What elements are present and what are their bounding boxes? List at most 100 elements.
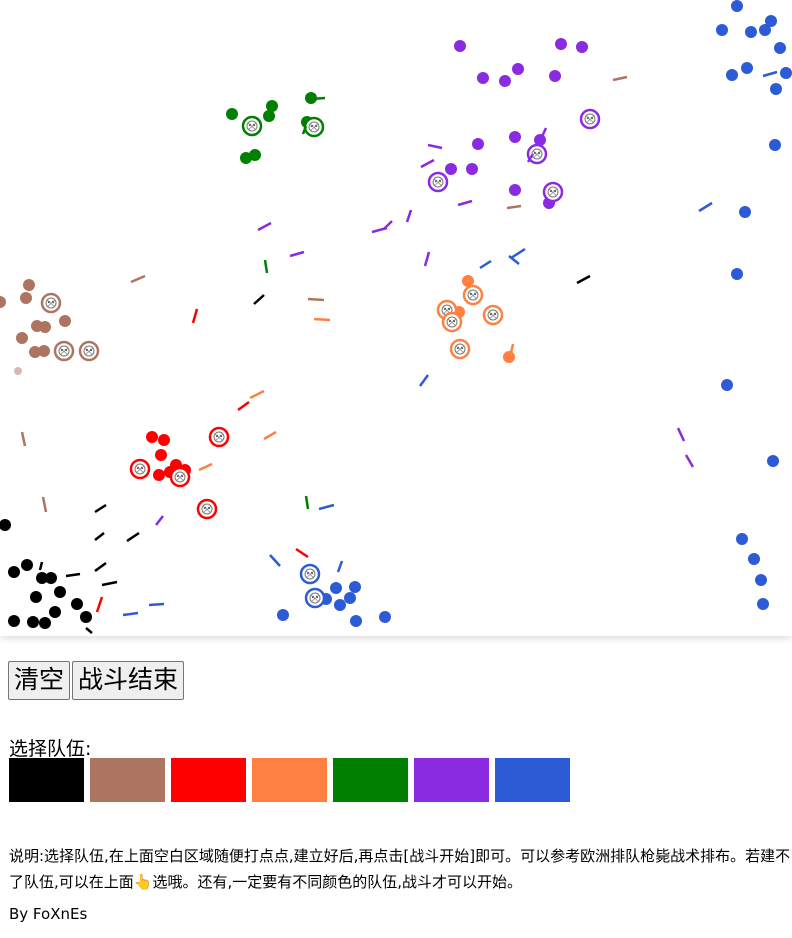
bullet-streak: [506, 204, 522, 210]
bullet-streak: [310, 96, 326, 101]
bullet-streak: [318, 503, 335, 511]
soldier-dot: [21, 559, 33, 571]
bullet-streak: [41, 496, 48, 513]
bullet-streak: [418, 374, 430, 387]
bullet-streak: [612, 75, 628, 82]
skull-icon: [40, 292, 62, 314]
soldier-dot: [49, 606, 61, 618]
soldier-dot: [757, 598, 769, 610]
soldier-dot: [39, 617, 51, 629]
team-swatch-blue[interactable]: [495, 758, 570, 802]
bullet-streak: [295, 547, 309, 559]
soldier-dot: [770, 83, 782, 95]
bullet-streak: [122, 611, 139, 617]
team-select-label: 选择队伍:: [9, 738, 92, 760]
soldier-dot: [0, 296, 6, 308]
soldier-dot: [472, 138, 484, 150]
bullet-streak: [94, 532, 105, 541]
team-swatch-green[interactable]: [333, 758, 408, 802]
soldier-dot: [330, 582, 342, 594]
soldier-dot: [739, 206, 751, 218]
soldier-dot: [277, 609, 289, 621]
soldier-dot: [30, 591, 42, 603]
bullet-streak: [155, 515, 164, 526]
soldier-dot: [731, 0, 743, 12]
skull-icon: [208, 426, 230, 448]
skull-icon: [129, 458, 151, 480]
bullet-streak: [509, 343, 515, 354]
bullet-streak: [304, 495, 310, 510]
soldier-dot: [23, 279, 35, 291]
bullet-streak: [336, 560, 344, 573]
soldier-dot: [555, 38, 567, 50]
bullet-streak: [198, 462, 213, 472]
soldier-dot: [45, 572, 57, 584]
soldier-dot: [14, 367, 22, 375]
soldier-dot: [263, 110, 275, 122]
soldier-dot: [29, 346, 41, 358]
skull-icon: [482, 304, 504, 326]
soldier-dot: [549, 70, 561, 82]
soldier-dot: [745, 26, 757, 38]
soldier-dot: [38, 345, 50, 357]
soldier-dot: [462, 275, 474, 287]
soldier-dot: [71, 598, 83, 610]
bullet-streak: [289, 250, 305, 258]
bullet-streak: [148, 602, 165, 607]
skull-icon: [579, 108, 601, 130]
bullet-streak: [423, 251, 431, 267]
soldier-dot: [59, 315, 71, 327]
bullet-streak: [676, 427, 686, 442]
bullet-streak: [263, 430, 277, 441]
soldier-dot: [503, 351, 515, 363]
soldier-dot: [344, 592, 356, 604]
team-swatch-purple[interactable]: [414, 758, 489, 802]
soldier-dot: [240, 152, 252, 164]
author-credit: By FoXnEs: [9, 905, 88, 923]
end-battle-button[interactable]: 战斗结束: [72, 661, 185, 700]
soldier-dot: [445, 163, 457, 175]
soldier-dot: [748, 553, 760, 565]
soldier-dot: [499, 75, 511, 87]
skull-icon: [78, 340, 100, 362]
team-swatch-red[interactable]: [171, 758, 246, 802]
soldier-dot: [146, 431, 158, 443]
team-swatch-brown[interactable]: [90, 758, 165, 802]
soldier-dot: [769, 139, 781, 151]
soldier-dot: [767, 455, 779, 467]
soldier-dot: [379, 611, 391, 623]
soldier-dot: [509, 131, 521, 143]
battlefield-svg[interactable]: [0, 0, 792, 636]
bullet-streak: [538, 127, 548, 142]
bullet-streak: [301, 125, 308, 135]
skull-icon: [241, 115, 263, 137]
bullet-streak: [457, 199, 473, 207]
soldier-dot: [349, 581, 361, 593]
skull-icon: [299, 563, 321, 585]
bullet-streak: [257, 221, 272, 232]
bullet-streak: [94, 561, 107, 573]
bullet-streak: [269, 554, 281, 567]
bullet-streak: [405, 209, 413, 223]
soldier-dot: [0, 519, 11, 531]
soldier-dot: [741, 62, 753, 74]
bullet-streak: [126, 531, 140, 543]
soldier-dot: [466, 163, 478, 175]
skull-icon: [441, 311, 463, 333]
skull-icon: [462, 284, 484, 306]
team-swatch-black[interactable]: [9, 758, 84, 802]
skull-icon: [449, 338, 471, 360]
bullet-streak: [420, 158, 435, 169]
clear-button[interactable]: 清空: [8, 661, 71, 700]
control-bar: 清空 战斗结束: [8, 661, 186, 700]
soldier-dot: [334, 599, 346, 611]
team-swatch-orange[interactable]: [252, 758, 327, 802]
battlefield-canvas[interactable]: [0, 0, 792, 636]
soldier-dot: [759, 24, 771, 36]
bullet-streak: [85, 627, 93, 634]
bullet-streak: [38, 561, 44, 571]
instructions-text: 说明:选择队伍,在上面空白区域随便打点点,建立好后,再点击[战斗开始]即可。可以…: [9, 847, 791, 891]
bullet-streak: [95, 596, 104, 613]
soldier-dot: [155, 449, 167, 461]
soldier-dot: [226, 108, 238, 120]
